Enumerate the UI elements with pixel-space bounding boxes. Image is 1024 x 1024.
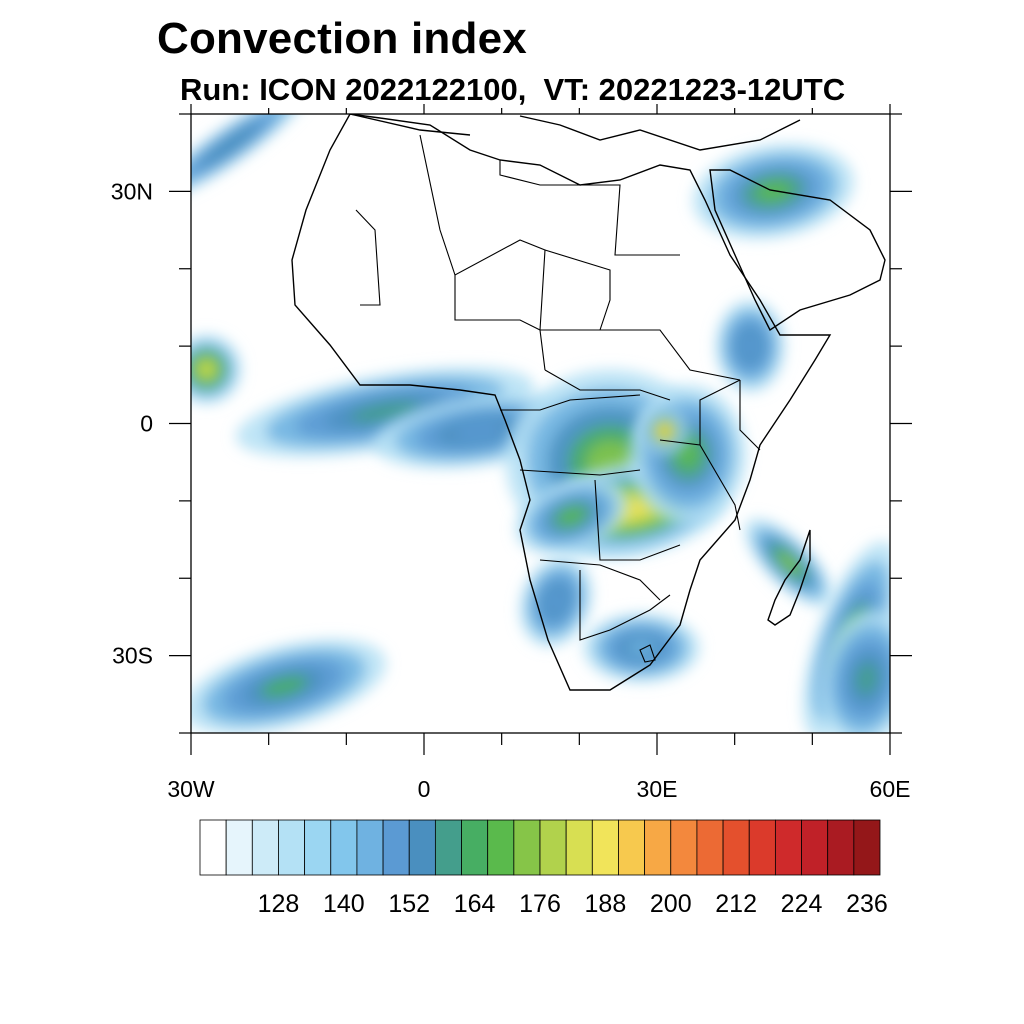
convection-region-south-atlantic-low [191, 638, 387, 733]
colorbar-swatch [565, 819, 593, 876]
colorbar: 128 140 152 164 176 188 200 212 224 236 [199, 819, 888, 918]
country-borders [355, 134, 761, 663]
colorbar-swatch [644, 819, 672, 876]
colorbar-swatch [199, 819, 227, 876]
map-title: Convection index [157, 14, 527, 63]
colorbar-swatch [304, 819, 332, 876]
convection-region-north-atlantic-band [191, 114, 307, 201]
convection-region-lake-victoria [641, 408, 689, 455]
convection-region-southeast-indian [819, 609, 890, 733]
colorbar-swatch [670, 819, 698, 876]
colorbar-swatch [722, 819, 750, 876]
y-tick-label: 30N [111, 178, 153, 204]
colorbar-swatch [748, 819, 776, 876]
colorbar-label: 224 [781, 890, 823, 918]
colorbar-swatch [591, 819, 619, 876]
convection-contour [260, 675, 308, 698]
colorbar-swatch [225, 819, 253, 876]
colorbar-swatch [408, 819, 436, 876]
convection-contour [350, 401, 421, 423]
convection-contour [211, 131, 248, 158]
y-tick-label: 0 [140, 411, 153, 437]
colorbar-label: 212 [715, 890, 757, 918]
colorbar-swatch [801, 819, 829, 876]
colorbar-swatch [461, 819, 489, 876]
axis-ticks [169, 104, 912, 755]
colorbar-label: 200 [650, 890, 692, 918]
coastlines [291, 114, 886, 691]
convection-contour [659, 425, 671, 437]
colorbar-swatch [618, 819, 646, 876]
convection-contour [754, 180, 793, 203]
convection-field [191, 114, 890, 733]
convection-region-east-africa [629, 384, 747, 525]
colorbar-label: 176 [519, 890, 561, 918]
colorbar-swatch [434, 819, 462, 876]
convection-contour [855, 662, 878, 695]
x-tick-label: 30E [637, 776, 678, 802]
convection-region-south-africa [583, 613, 700, 683]
colorbar-label: 188 [585, 890, 627, 918]
x-tick-label: 30W [167, 776, 215, 802]
map-subtitle: Run: ICON 2022122100, VT: 20221223-12UTC [180, 72, 846, 107]
convection-contour [198, 361, 215, 378]
colorbar-swatch [696, 819, 724, 876]
colorbar-label: 140 [323, 890, 365, 918]
convection-contour [558, 507, 585, 526]
convection-contour [742, 335, 759, 357]
y-tick-label: 30S [112, 643, 153, 669]
colorbar-swatch [487, 819, 515, 876]
colorbar-label: 164 [454, 890, 496, 918]
x-tick-label: 60E [870, 776, 911, 802]
colorbar-swatch [356, 819, 384, 876]
colorbar-swatch [774, 819, 802, 876]
colorbar-label: 128 [258, 890, 300, 918]
colorbar-label: 152 [388, 890, 430, 918]
convection-contour [627, 639, 656, 657]
convection-region-gulf-of-guinea-band [235, 366, 535, 457]
colorbar-swatch [539, 819, 567, 876]
convection-region-angola-band [515, 478, 628, 555]
convection-region-saudi-north [692, 143, 855, 240]
axis-tick-labels: 30W 0 30E 60E 30N 0 30S [111, 178, 911, 802]
convection-contour [547, 590, 565, 613]
x-tick-label: 0 [418, 776, 431, 802]
convection-region-namibia [519, 556, 593, 647]
europe-coastline [349, 114, 801, 151]
colorbar-swatch [251, 819, 279, 876]
convection-region-ethiopia [715, 299, 786, 393]
convection-region-mozambique-channel [744, 518, 834, 608]
africa-coastline [291, 114, 832, 691]
convection-contour [454, 422, 503, 440]
colorbar-swatch [278, 819, 306, 876]
colorbar-swatch [513, 819, 541, 876]
madagascar-coastline [767, 529, 811, 626]
colorbar-swatch [827, 819, 855, 876]
colorbar-label: 236 [846, 890, 888, 918]
colorbar-swatch [853, 819, 881, 876]
colorbar-swatch [330, 819, 358, 876]
arabia-coastline [709, 169, 886, 332]
convection-region-west-atlantic-10n [191, 334, 242, 405]
colorbar-swatch [382, 819, 410, 876]
